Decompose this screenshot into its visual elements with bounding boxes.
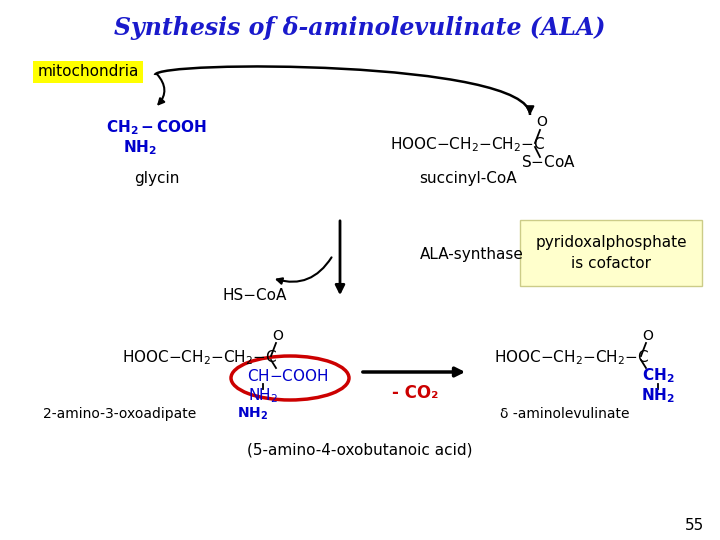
Text: mitochondria: mitochondria	[37, 64, 139, 79]
Text: O: O	[642, 329, 654, 343]
FancyArrowPatch shape	[277, 258, 331, 284]
Text: glycin: glycin	[135, 171, 180, 186]
Text: HOOC$-$CH$_2$$-$CH$_2$$-$C: HOOC$-$CH$_2$$-$CH$_2$$-$C	[390, 136, 546, 154]
Text: HS−CoA: HS−CoA	[222, 288, 287, 303]
Text: S$-$CoA: S$-$CoA	[521, 154, 575, 170]
Text: O: O	[273, 329, 284, 343]
Text: is cofactor: is cofactor	[571, 256, 651, 272]
FancyBboxPatch shape	[520, 220, 702, 286]
Text: NH$_2$: NH$_2$	[248, 387, 278, 406]
Text: ALA-synthase: ALA-synthase	[420, 247, 524, 262]
Text: $\mathbf{NH_2}$: $\mathbf{NH_2}$	[238, 406, 269, 422]
FancyArrowPatch shape	[157, 74, 164, 104]
Text: succinyl-CoA: succinyl-CoA	[419, 171, 517, 186]
Text: HOOC$-$CH$_2$$-$CH$_2$$-$C: HOOC$-$CH$_2$$-$CH$_2$$-$C	[122, 349, 278, 367]
Text: HOOC$-$CH$_2$$-$CH$_2$$-$C: HOOC$-$CH$_2$$-$CH$_2$$-$C	[495, 349, 649, 367]
Text: δ -aminolevulinate: δ -aminolevulinate	[500, 407, 630, 421]
Text: $\mathbf{CH_2}$: $\mathbf{CH_2}$	[642, 367, 675, 386]
Text: 2-amino-3-oxoadipate: 2-amino-3-oxoadipate	[43, 407, 197, 421]
Text: (5-amino-4-oxobutanoic acid): (5-amino-4-oxobutanoic acid)	[247, 442, 473, 457]
Text: - CO₂: - CO₂	[392, 384, 438, 402]
Text: $\mathbf{NH_2}$: $\mathbf{NH_2}$	[641, 387, 675, 406]
Text: $\mathbf{NH_2}$: $\mathbf{NH_2}$	[123, 139, 157, 157]
Text: $\mathbf{CH_2-COOH}$: $\mathbf{CH_2-COOH}$	[107, 119, 207, 137]
Text: 55: 55	[685, 517, 705, 532]
Text: pyridoxalphosphate: pyridoxalphosphate	[535, 234, 687, 249]
Text: O: O	[536, 115, 547, 129]
Text: Synthesis of δ-aminolevulinate (ALA): Synthesis of δ-aminolevulinate (ALA)	[114, 16, 606, 40]
Text: CH$-$COOH: CH$-$COOH	[247, 368, 329, 384]
